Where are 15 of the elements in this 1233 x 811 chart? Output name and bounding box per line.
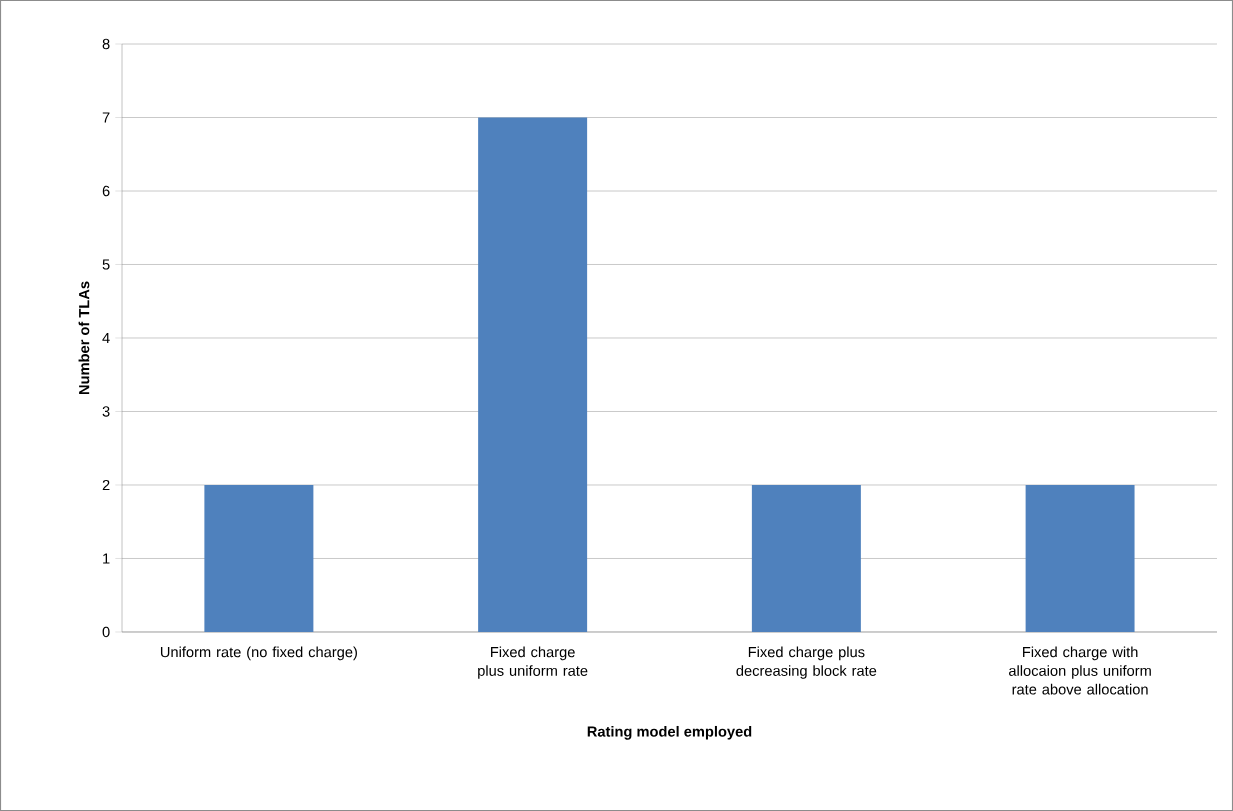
y-tick-label: 8 (102, 38, 110, 50)
y-tick-label: 4 (102, 332, 110, 344)
y-tick-label: 6 (102, 185, 110, 197)
x-axis-title: Rating model employed (587, 725, 752, 740)
y-tick-label: 0 (102, 626, 110, 638)
y-tick-label: 2 (102, 479, 110, 491)
y-tick-label: 3 (102, 406, 110, 417)
x-tick-label: Uniform rate (no fixed charge) (160, 646, 357, 661)
y-tick-label: 7 (102, 112, 110, 123)
x-tick-label: Fixed charge plus uniform rate (478, 646, 588, 679)
x-tick-label: Fixed charge with allocaion plus uniform rate above allocation (1009, 646, 1151, 695)
y-axis-title: Number of TLAs (78, 281, 90, 395)
y-tick-label: 1 (103, 553, 110, 564)
x-tick-label: Fixed charge plus decreasing block rate (736, 646, 877, 679)
y-tick-label: 5 (102, 259, 110, 270)
